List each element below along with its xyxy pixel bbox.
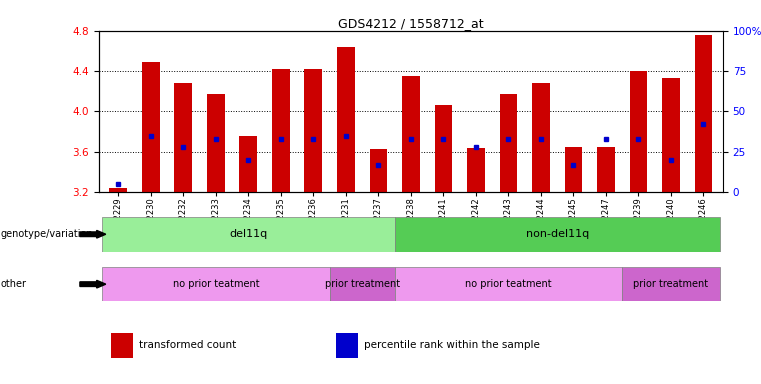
- Text: non-del11q: non-del11q: [526, 229, 589, 239]
- Bar: [402, 76, 420, 192]
- Bar: [532, 83, 550, 192]
- Bar: [395, 217, 720, 252]
- Bar: [337, 47, 355, 192]
- Bar: [174, 83, 193, 192]
- Bar: [565, 147, 582, 192]
- Bar: [467, 147, 485, 192]
- Bar: [102, 217, 395, 252]
- Bar: [597, 147, 615, 192]
- Text: genotype/variation: genotype/variation: [1, 229, 94, 239]
- Bar: [435, 105, 452, 192]
- Text: prior treatment: prior treatment: [633, 279, 708, 289]
- Bar: [370, 149, 387, 192]
- Text: no prior teatment: no prior teatment: [173, 279, 260, 289]
- Bar: [395, 267, 622, 301]
- Bar: [629, 71, 648, 192]
- Bar: [304, 69, 323, 192]
- Bar: [207, 94, 224, 192]
- Bar: [240, 136, 257, 192]
- Bar: [695, 35, 712, 192]
- Bar: [142, 62, 160, 192]
- Text: transformed count: transformed count: [139, 340, 237, 350]
- Bar: [330, 267, 395, 301]
- Text: no prior teatment: no prior teatment: [465, 279, 552, 289]
- Text: percentile rank within the sample: percentile rank within the sample: [364, 340, 540, 350]
- Bar: [662, 78, 680, 192]
- Bar: [272, 69, 290, 192]
- Text: prior treatment: prior treatment: [325, 279, 400, 289]
- Text: del11q: del11q: [229, 229, 268, 239]
- Bar: [110, 188, 127, 192]
- Bar: [111, 333, 133, 358]
- Title: GDS4212 / 1558712_at: GDS4212 / 1558712_at: [338, 17, 484, 30]
- Text: other: other: [1, 279, 27, 289]
- Bar: [102, 267, 330, 301]
- Bar: [499, 94, 517, 192]
- Bar: [622, 267, 720, 301]
- Bar: [336, 333, 358, 358]
